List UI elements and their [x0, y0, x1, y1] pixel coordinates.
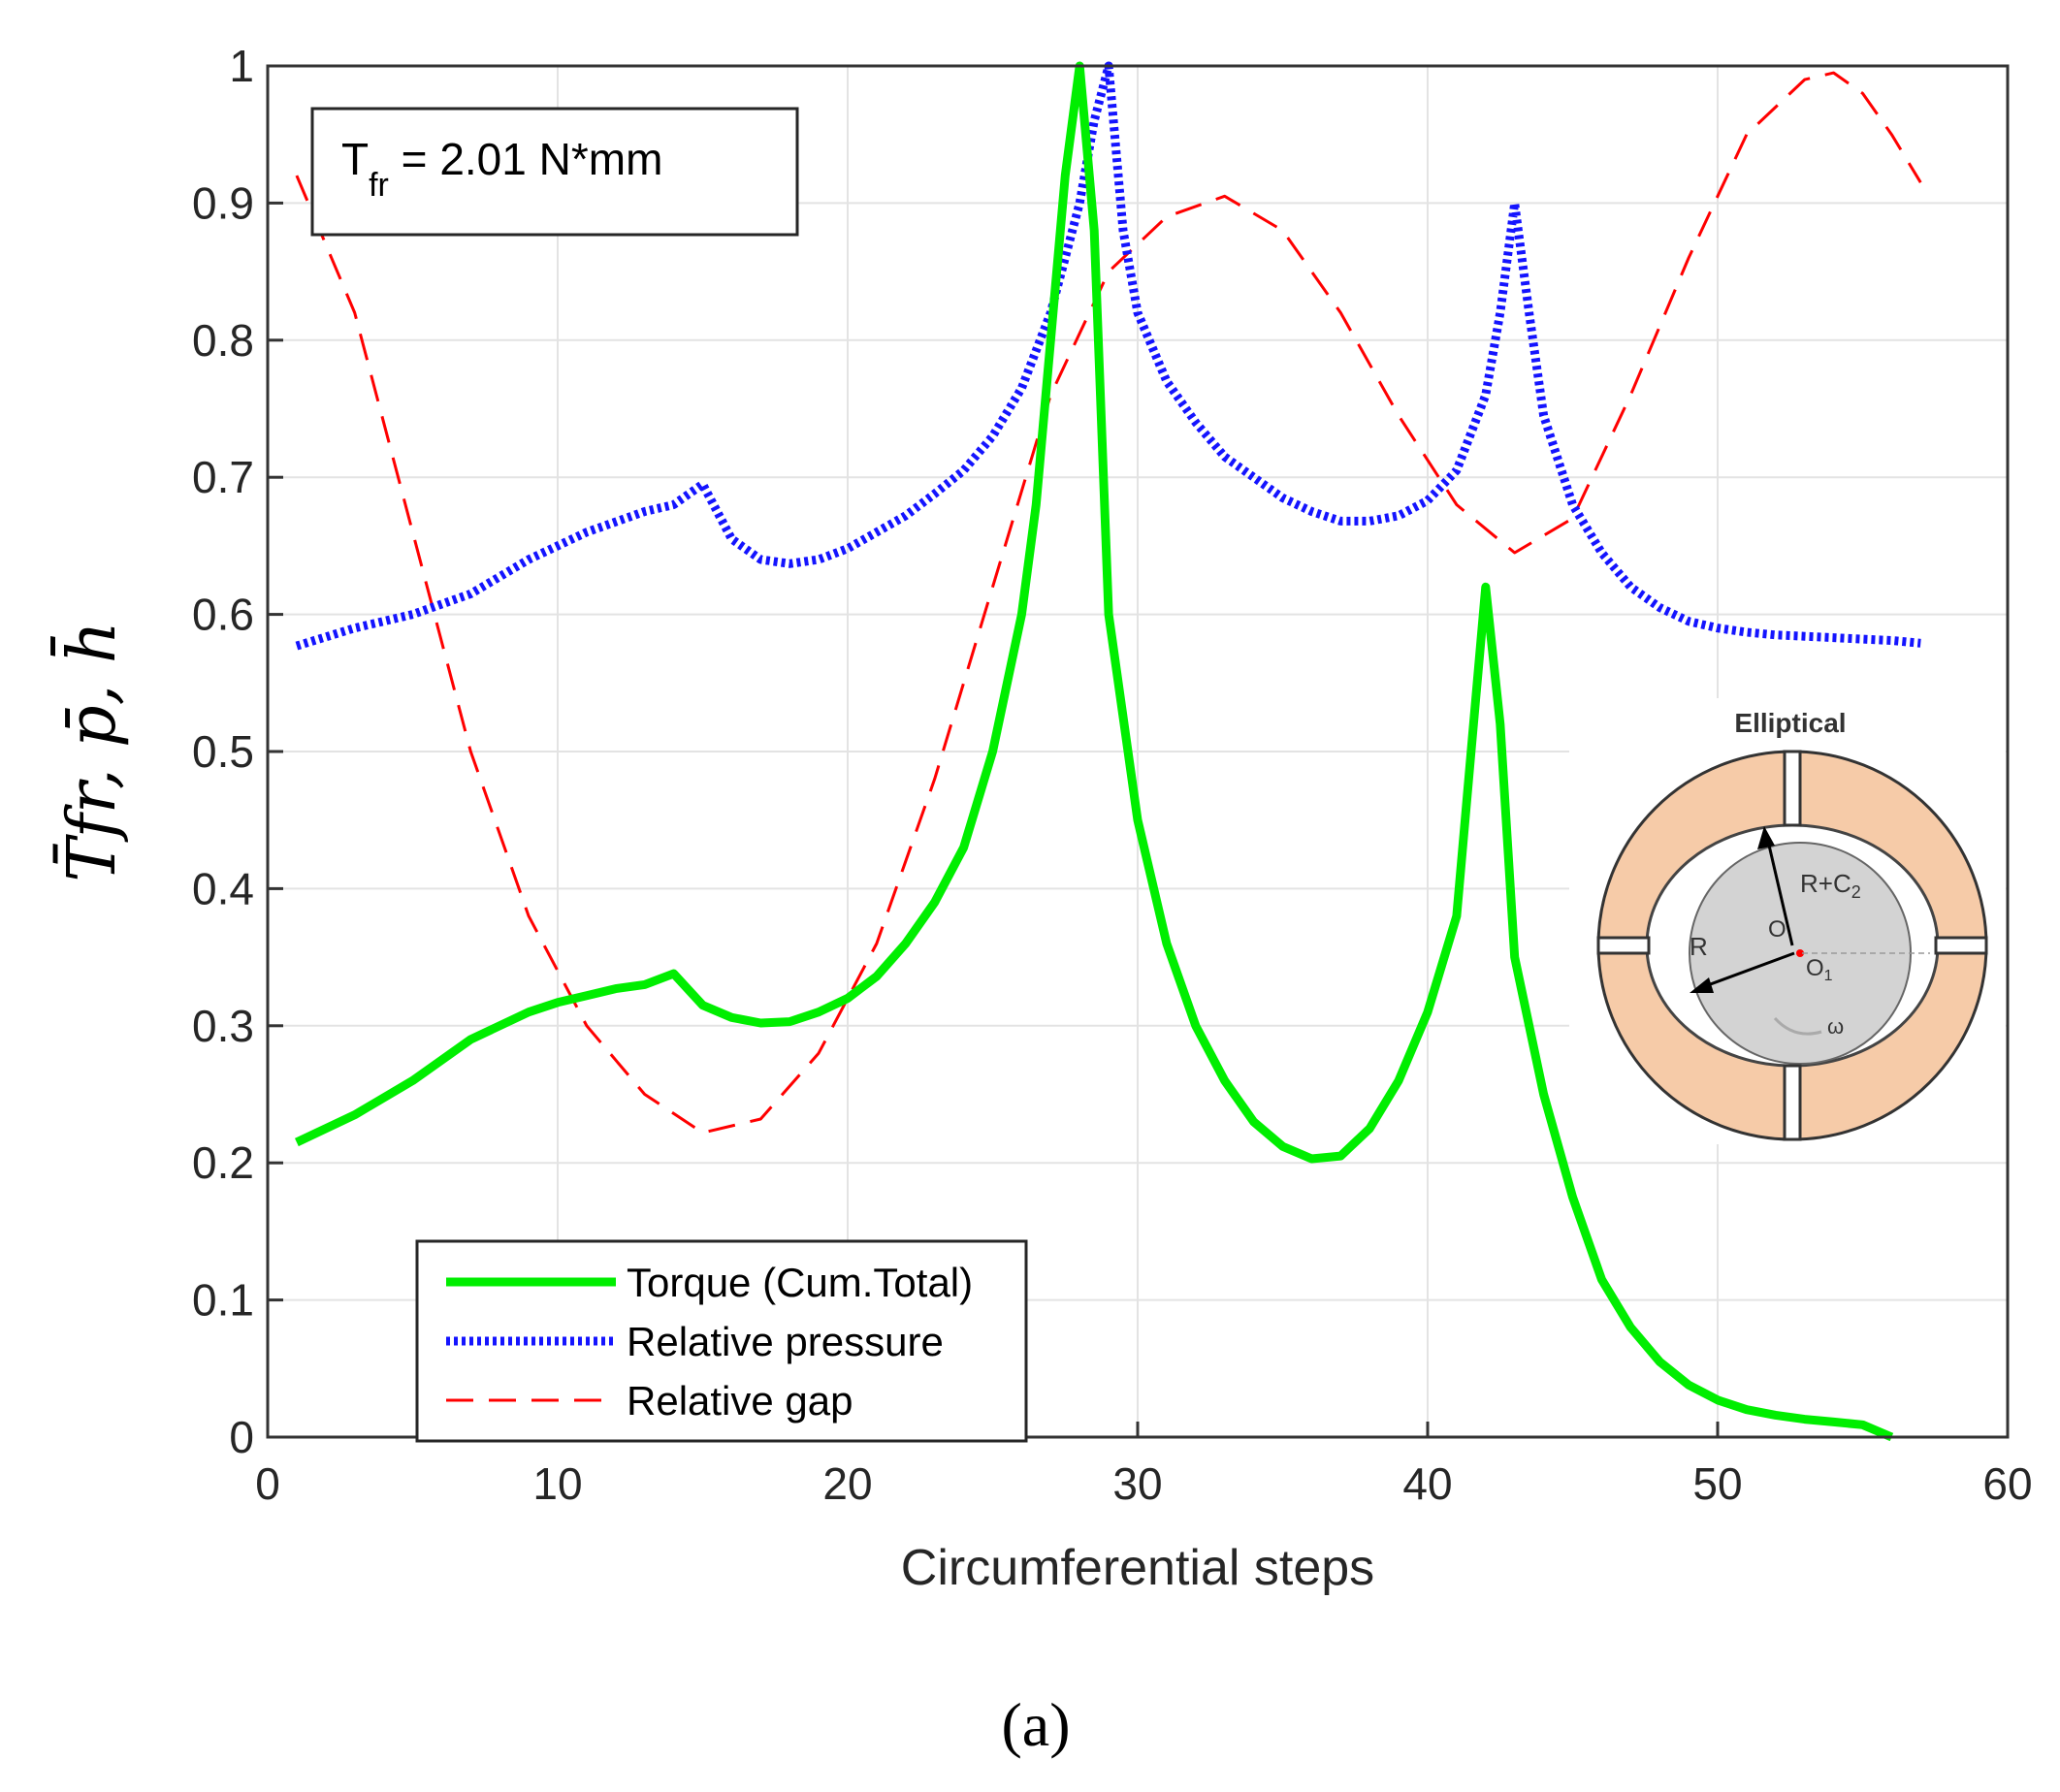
groove-left [1596, 936, 1651, 955]
inset-label-rc-sub: 2 [1851, 882, 1861, 902]
inset-title: Elliptical [1734, 708, 1846, 738]
rotation-arrow-icon [1773, 1016, 1822, 1036]
groove-top [1783, 750, 1802, 827]
x-tick-label: 10 [532, 1458, 582, 1509]
x-ticks: 0 10 20 30 40 50 60 [255, 1422, 2033, 1509]
y-tick-label: 1 [229, 41, 254, 91]
arrowhead-rc [1757, 826, 1775, 849]
x-tick-label: 50 [1692, 1458, 1742, 1509]
y-tick-label: 0.5 [192, 726, 254, 777]
figure-caption: (a) [1001, 1690, 1070, 1759]
elliptical-bearing-inset: Elliptical R+C2 O O1 R ω [1569, 698, 2006, 1144]
y-ticks: 0 0.1 0.2 0.3 0.4 0.5 0.6 0.7 0.8 0.9 1 [192, 41, 283, 1462]
legend: Torque (Cum.Total) Relative pressure Rel… [415, 1239, 1028, 1443]
groove-bottom [1783, 1064, 1802, 1141]
inset-label-o1-main: O [1806, 955, 1824, 981]
y-tick-label: 0.8 [192, 315, 254, 366]
x-axis-label: Circumferential steps [901, 1540, 1374, 1596]
annotation-text: Tfr = 2.01 N*mm [341, 134, 662, 204]
annotation-symbol: T [341, 134, 369, 184]
torque-annotation: Tfr = 2.01 N*mm [310, 107, 799, 237]
series-line-relative-pressure [295, 61, 1921, 651]
y-tick-label: 0.1 [192, 1275, 254, 1326]
y-tick-label: 0 [229, 1412, 254, 1462]
groove-right [1934, 936, 1988, 955]
y-tick-label: 0.3 [192, 1001, 254, 1051]
x-tick-label: 0 [255, 1458, 280, 1509]
inset-label-rc: R+C2 [1800, 869, 1861, 902]
inset-label-o1-sub: 1 [1824, 968, 1833, 984]
series-line-relative-gap [295, 71, 1922, 1135]
inset-label-r: R [1690, 932, 1708, 961]
series-layer [294, 61, 1922, 1442]
y-axis-label: T̄fr, p̄, h̄ [51, 621, 131, 881]
inset-label-rc-main: R+C [1800, 869, 1851, 898]
x-tick-label: 20 [822, 1458, 872, 1509]
arrowhead-r [1690, 977, 1714, 993]
y-tick-label: 0.9 [192, 177, 254, 228]
x-tick-label: 40 [1402, 1458, 1452, 1509]
y-tick-label: 0.7 [192, 452, 254, 502]
dimension-arrow-r [1696, 951, 1795, 991]
x-tick-label: 30 [1112, 1458, 1162, 1509]
x-tick-label: 60 [1982, 1458, 2032, 1509]
inset-label-o1: O1 [1806, 955, 1833, 984]
y-tick-label: 0.2 [192, 1137, 254, 1188]
inset-label-o: O [1768, 916, 1786, 943]
legend-label-torque: Torque (Cum.Total) [627, 1260, 973, 1305]
center-o1 [1796, 949, 1804, 957]
legend-label-pressure: Relative pressure [627, 1319, 944, 1364]
inset-label-omega: ω [1827, 1014, 1844, 1039]
annotation-subscript: fr [369, 167, 389, 204]
series-line-torque-cum-total [294, 61, 1894, 1442]
annotation-box [310, 107, 799, 237]
annotation-value: = 2.01 N*mm [389, 134, 663, 184]
dimension-arrow-rc [1765, 836, 1794, 946]
legend-label-gap: Relative gap [627, 1378, 853, 1424]
y-tick-label: 0.6 [192, 590, 254, 640]
y-tick-label: 0.4 [192, 863, 254, 913]
y-axis-label-text: T̄fr, p̄, h̄ [51, 621, 131, 881]
